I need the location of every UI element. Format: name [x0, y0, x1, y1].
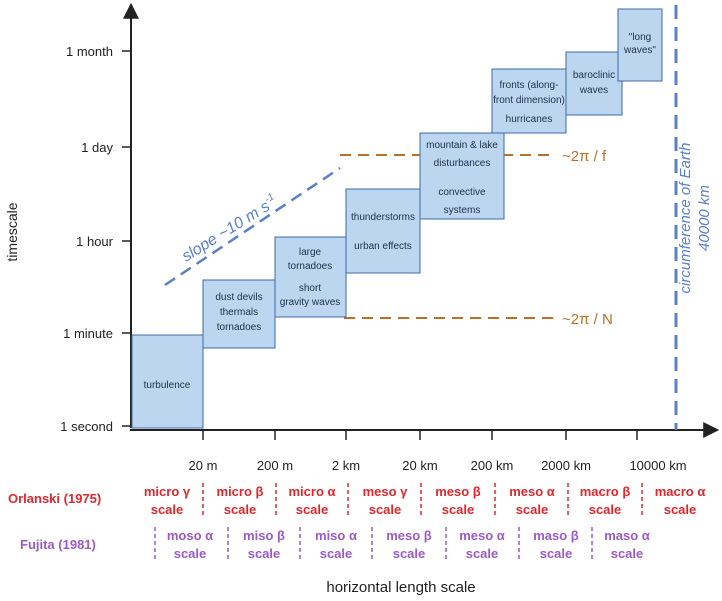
orlanski-cell: micro β — [217, 484, 264, 499]
box-label: tornadoes — [288, 261, 332, 272]
fujita-row: moso α scale miso β scale miso α scale m… — [167, 528, 650, 561]
orlanski-cell: meso γ — [363, 484, 409, 499]
fujita-cell: miso β — [243, 528, 285, 543]
fujita-cell: scale — [466, 546, 499, 561]
fujita-cell: scale — [320, 546, 353, 561]
fujita-cell: maso β — [533, 528, 579, 543]
fujita-separators — [154, 527, 593, 561]
box-label: systems — [444, 205, 481, 216]
box-mountain-convective — [419, 132, 505, 220]
orlanski-cell: micro α — [288, 484, 335, 499]
box-label: turbulence — [144, 380, 191, 391]
x-tick-label: 200 m — [257, 458, 293, 473]
fujita-label: Fujita (1981) — [20, 537, 96, 552]
box-label: baroclinic — [573, 70, 615, 81]
box-turbulence — [131, 334, 204, 429]
box-label: "long — [629, 32, 651, 43]
fujita-cell: meso β — [386, 528, 432, 543]
orlanski-cell: scale — [664, 502, 697, 517]
box-tornadoes-gravity — [274, 236, 347, 318]
box-label: urban effects — [354, 241, 412, 252]
y-tick-label: 1 hour — [76, 234, 114, 249]
box-label: disturbances — [434, 158, 491, 169]
box-long-waves — [617, 8, 663, 82]
orlanski-cell: macro α — [655, 484, 706, 499]
x-tick-label: 2 km — [332, 458, 360, 473]
y-ticks: 1 second 1 minute 1 hour 1 day 1 month — [60, 44, 131, 434]
orlanski-separators — [202, 483, 643, 517]
x-tick-label: 10000 km — [629, 458, 686, 473]
orlanski-cell: scale — [296, 502, 329, 517]
y-tick-label: 1 second — [60, 419, 113, 434]
box-label: large — [299, 247, 322, 258]
y-axis-label: timescale — [4, 202, 20, 261]
x-axis-label: horizontal length scale — [326, 579, 475, 596]
fujita-cell: scale — [540, 546, 573, 561]
orlanski-cell: scale — [516, 502, 549, 517]
orlanski-cell: scale — [589, 502, 622, 517]
y-tick-label: 1 minute — [63, 326, 113, 341]
slope-line — [164, 166, 341, 287]
box-label: convective — [438, 187, 486, 198]
brunt-annotation: ~2π / N — [562, 311, 613, 328]
fujita-cell: moso α — [167, 528, 213, 543]
orlanski-row: micro γ scale micro β scale micro α scal… — [144, 484, 705, 517]
fujita-cell: scale — [248, 546, 281, 561]
fujita-cell: scale — [611, 546, 644, 561]
slope-annotation: slope ~10 m s-1 — [178, 192, 280, 266]
fujita-cell: scale — [393, 546, 426, 561]
coriolis-annotation: ~2π / f — [562, 148, 607, 165]
box-label: thunderstorms — [351, 212, 415, 223]
orlanski-cell: scale — [224, 502, 257, 517]
box-label: gravity waves — [280, 297, 341, 308]
box-label: waves" — [623, 45, 656, 56]
fujita-cell: miso α — [315, 528, 357, 543]
orlanski-cell: scale — [369, 502, 402, 517]
x-tick-label: 20 m — [189, 458, 218, 473]
box-label: short — [299, 283, 321, 294]
box-label: tornadoes — [217, 322, 261, 333]
orlanski-cell: scale — [151, 502, 184, 517]
box-baroclinic — [565, 51, 623, 116]
box-fronts-hurricanes — [491, 68, 567, 134]
phenomenon-boxes: turbulence dust devils thermals tornadoe… — [131, 8, 663, 429]
box-label: dust devils — [215, 292, 262, 303]
earth-annotation-line1: circumference of Earth — [677, 143, 694, 294]
orlanski-cell: micro γ — [144, 484, 191, 499]
slope-text: slope ~10 m s — [179, 198, 273, 265]
box-label: front dimension) — [493, 95, 565, 106]
orlanski-cell: meso α — [509, 484, 555, 499]
fujita-cell: scale — [174, 546, 207, 561]
orlanski-cell: scale — [442, 502, 475, 517]
fujita-cell: meso α — [459, 528, 505, 543]
orlanski-cell: meso β — [435, 484, 481, 499]
y-tick-label: 1 day — [81, 140, 113, 155]
box-label: fronts (along- — [500, 80, 559, 91]
x-tick-label: 200 km — [471, 458, 514, 473]
box-label: waves — [579, 85, 608, 96]
box-label: hurricanes — [506, 114, 553, 125]
y-tick-label: 1 month — [66, 44, 113, 59]
earth-annotation-line2: 40000 km — [696, 185, 713, 251]
x-tick-label: 20 km — [402, 458, 437, 473]
x-ticks: 20 m 200 m 2 km 20 km 200 km 2000 km 100… — [189, 430, 687, 473]
x-tick-label: 2000 km — [541, 458, 591, 473]
orlanski-cell: macro β — [580, 484, 631, 499]
box-label: thermals — [220, 307, 258, 318]
box-thunderstorms — [345, 188, 421, 274]
orlanski-label: Orlanski (1975) — [8, 491, 101, 506]
box-label: mountain & lake — [426, 140, 498, 151]
fujita-cell: maso α — [604, 528, 650, 543]
